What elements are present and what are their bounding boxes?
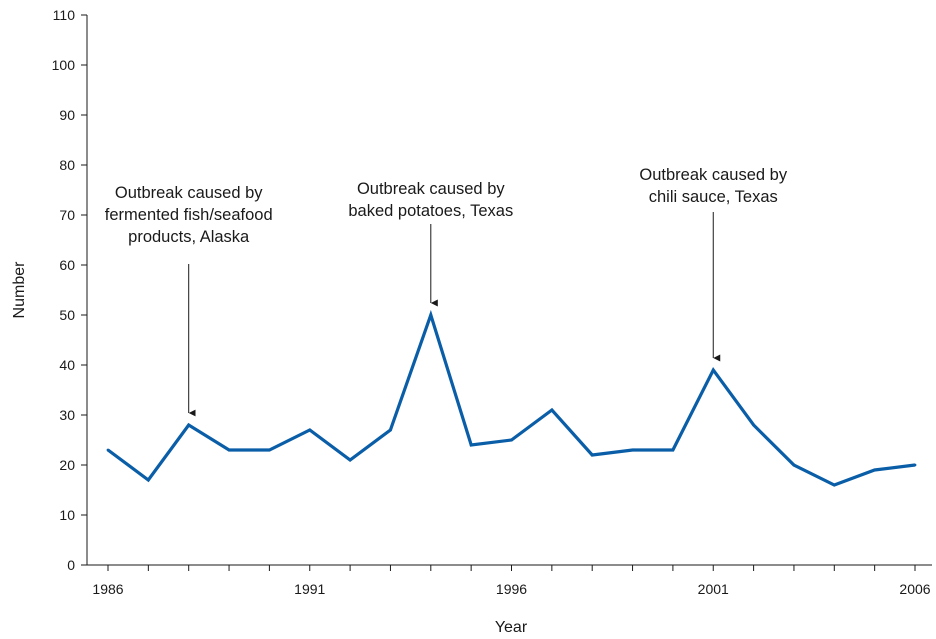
- x-tick-label: 1991: [294, 581, 325, 597]
- data-point: [752, 423, 755, 427]
- annotation-line: products, Alaska: [128, 228, 250, 246]
- y-tick-label: 0: [67, 557, 75, 573]
- data-point: [671, 448, 675, 452]
- y-tick-label: 80: [59, 157, 75, 173]
- annotation-text: Outbreak caused by fermented fish/seafood…: [105, 184, 273, 246]
- data-point: [389, 428, 392, 432]
- y-axis: 0 10 20 30 40 50 60 70 80 90 100 110: [52, 7, 88, 573]
- x-tick-label: 2006: [899, 581, 930, 597]
- series-group: [106, 309, 917, 487]
- y-tick-label: 60: [59, 257, 75, 273]
- data-point: [469, 443, 473, 447]
- data-point: [348, 458, 352, 462]
- series-line: [107, 309, 916, 487]
- y-axis-title: Number: [11, 261, 28, 319]
- x-tick-label: 1996: [496, 581, 527, 597]
- annotations-group: Outbreak caused by fermented fish/seafood…: [105, 166, 788, 417]
- data-point: [268, 448, 271, 452]
- y-tick-label: 50: [59, 307, 75, 323]
- y-tick-label: 90: [59, 107, 75, 123]
- annotation-line: baked potatoes, Texas: [348, 202, 513, 220]
- data-point: [429, 313, 433, 317]
- annotation: Outbreak caused by chili sauce, Texas: [639, 166, 788, 362]
- data-point: [711, 368, 715, 372]
- annotation: Outbreak caused by fermented fish/seafood…: [105, 184, 273, 417]
- x-axis: 1986 1991 1996 2001 2006: [87, 564, 932, 597]
- data-point: [913, 463, 917, 467]
- data-point: [308, 428, 312, 432]
- data-point: [792, 463, 796, 467]
- x-axis-title: Year: [495, 619, 528, 636]
- data-point: [106, 448, 110, 452]
- data-point: [832, 483, 836, 487]
- annotation-line: Outbreak caused by: [639, 166, 787, 184]
- data-point: [550, 408, 554, 412]
- annotation-line: chili sauce, Texas: [649, 188, 778, 206]
- data-point: [187, 423, 191, 427]
- annotation: Outbreak caused by baked potatoes, Texas: [348, 180, 513, 307]
- y-tick-label: 70: [59, 207, 75, 223]
- annotation-line: Outbreak caused by: [115, 184, 263, 202]
- data-point: [873, 468, 877, 472]
- x-tick-label: 1986: [92, 581, 123, 597]
- data-point: [590, 453, 594, 457]
- annotation-text: Outbreak caused by baked potatoes, Texas: [348, 180, 513, 220]
- y-tick-label: 40: [59, 357, 75, 373]
- annotation-line: Outbreak caused by: [357, 180, 505, 198]
- data-point: [631, 448, 634, 452]
- data-point: [146, 478, 150, 482]
- data-point: [227, 448, 231, 452]
- y-tick-label: 30: [59, 407, 75, 423]
- x-tick-label: 2001: [698, 581, 729, 597]
- y-tick-label: 10: [59, 507, 75, 523]
- data-point: [510, 438, 513, 442]
- y-tick-label: 20: [59, 457, 75, 473]
- y-tick-label: 100: [52, 57, 76, 73]
- annotation-line: fermented fish/seafood: [105, 206, 273, 224]
- y-tick-label: 110: [53, 7, 76, 23]
- annotation-text: Outbreak caused by chili sauce, Texas: [639, 166, 787, 206]
